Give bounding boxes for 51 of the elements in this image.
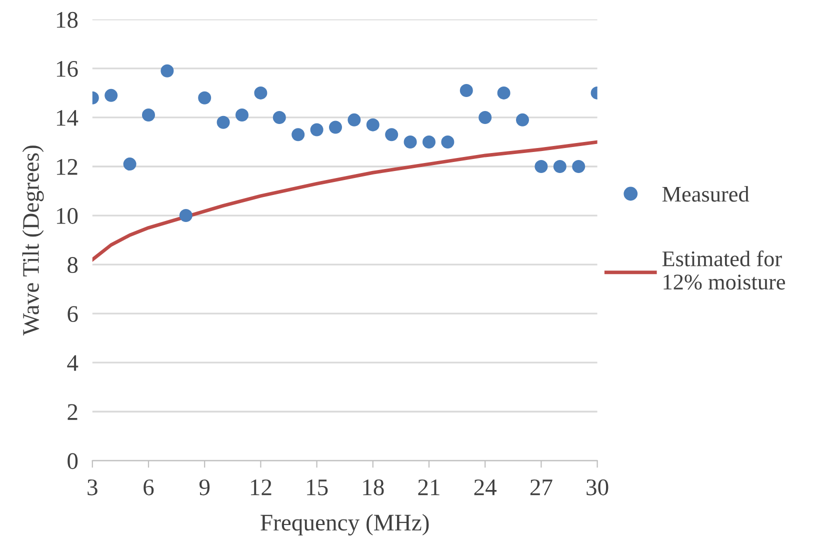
x-tick-label: 3 [88, 479, 98, 496]
point [328, 120, 342, 134]
y-tick-label: 4 [67, 355, 78, 371]
y-tick-label: 14 [56, 110, 78, 126]
y-axis-title: Wave Tilt (Degrees) [22, 146, 44, 336]
point [422, 135, 436, 148]
x-tick-label: 12 [250, 479, 272, 496]
point [404, 135, 417, 148]
point [272, 110, 286, 124]
x-tick-label: 15 [307, 480, 328, 496]
point [292, 128, 305, 142]
x-tick-label: 27 [530, 479, 552, 496]
point [216, 116, 230, 129]
y-tick-label: 10 [56, 208, 78, 224]
x-axis-title: Frequency (MHz) [260, 514, 429, 536]
point [235, 108, 249, 122]
point [497, 86, 510, 100]
y-tick-label: 6 [68, 306, 78, 322]
x-tick-label: 30 [586, 479, 608, 496]
x-tick-label: 21 [418, 479, 440, 496]
point [460, 84, 473, 98]
x-tick-label: 9 [199, 479, 210, 496]
point [553, 160, 566, 174]
point [104, 88, 118, 102]
point [572, 160, 586, 174]
y-tick-label: 0 [68, 453, 78, 470]
point [385, 128, 398, 142]
point [123, 158, 136, 171]
point [310, 123, 324, 136]
point [441, 135, 454, 148]
x-tick-label: 24 [474, 479, 497, 496]
x-tick-label: 6 [144, 479, 154, 496]
y-tick-label: 16 [56, 61, 78, 77]
point [160, 64, 174, 78]
y-tick-label: 18 [56, 12, 78, 28]
legend-label: Estimated for 12% moisture [662, 250, 786, 290]
y-tick-label: 8 [68, 257, 78, 273]
x-tick-label: 18 [363, 479, 384, 496]
point [348, 113, 361, 126]
line-series [92, 140, 598, 262]
point [179, 209, 192, 222]
point [198, 91, 212, 104]
point [534, 160, 548, 174]
point [254, 86, 268, 100]
point [478, 110, 492, 124]
y-tick-label: 12 [56, 159, 78, 175]
legend-label: Measured [662, 186, 750, 202]
point [142, 108, 156, 122]
point [366, 118, 380, 132]
point [516, 113, 530, 126]
y-tick-label: 2 [68, 404, 78, 420]
